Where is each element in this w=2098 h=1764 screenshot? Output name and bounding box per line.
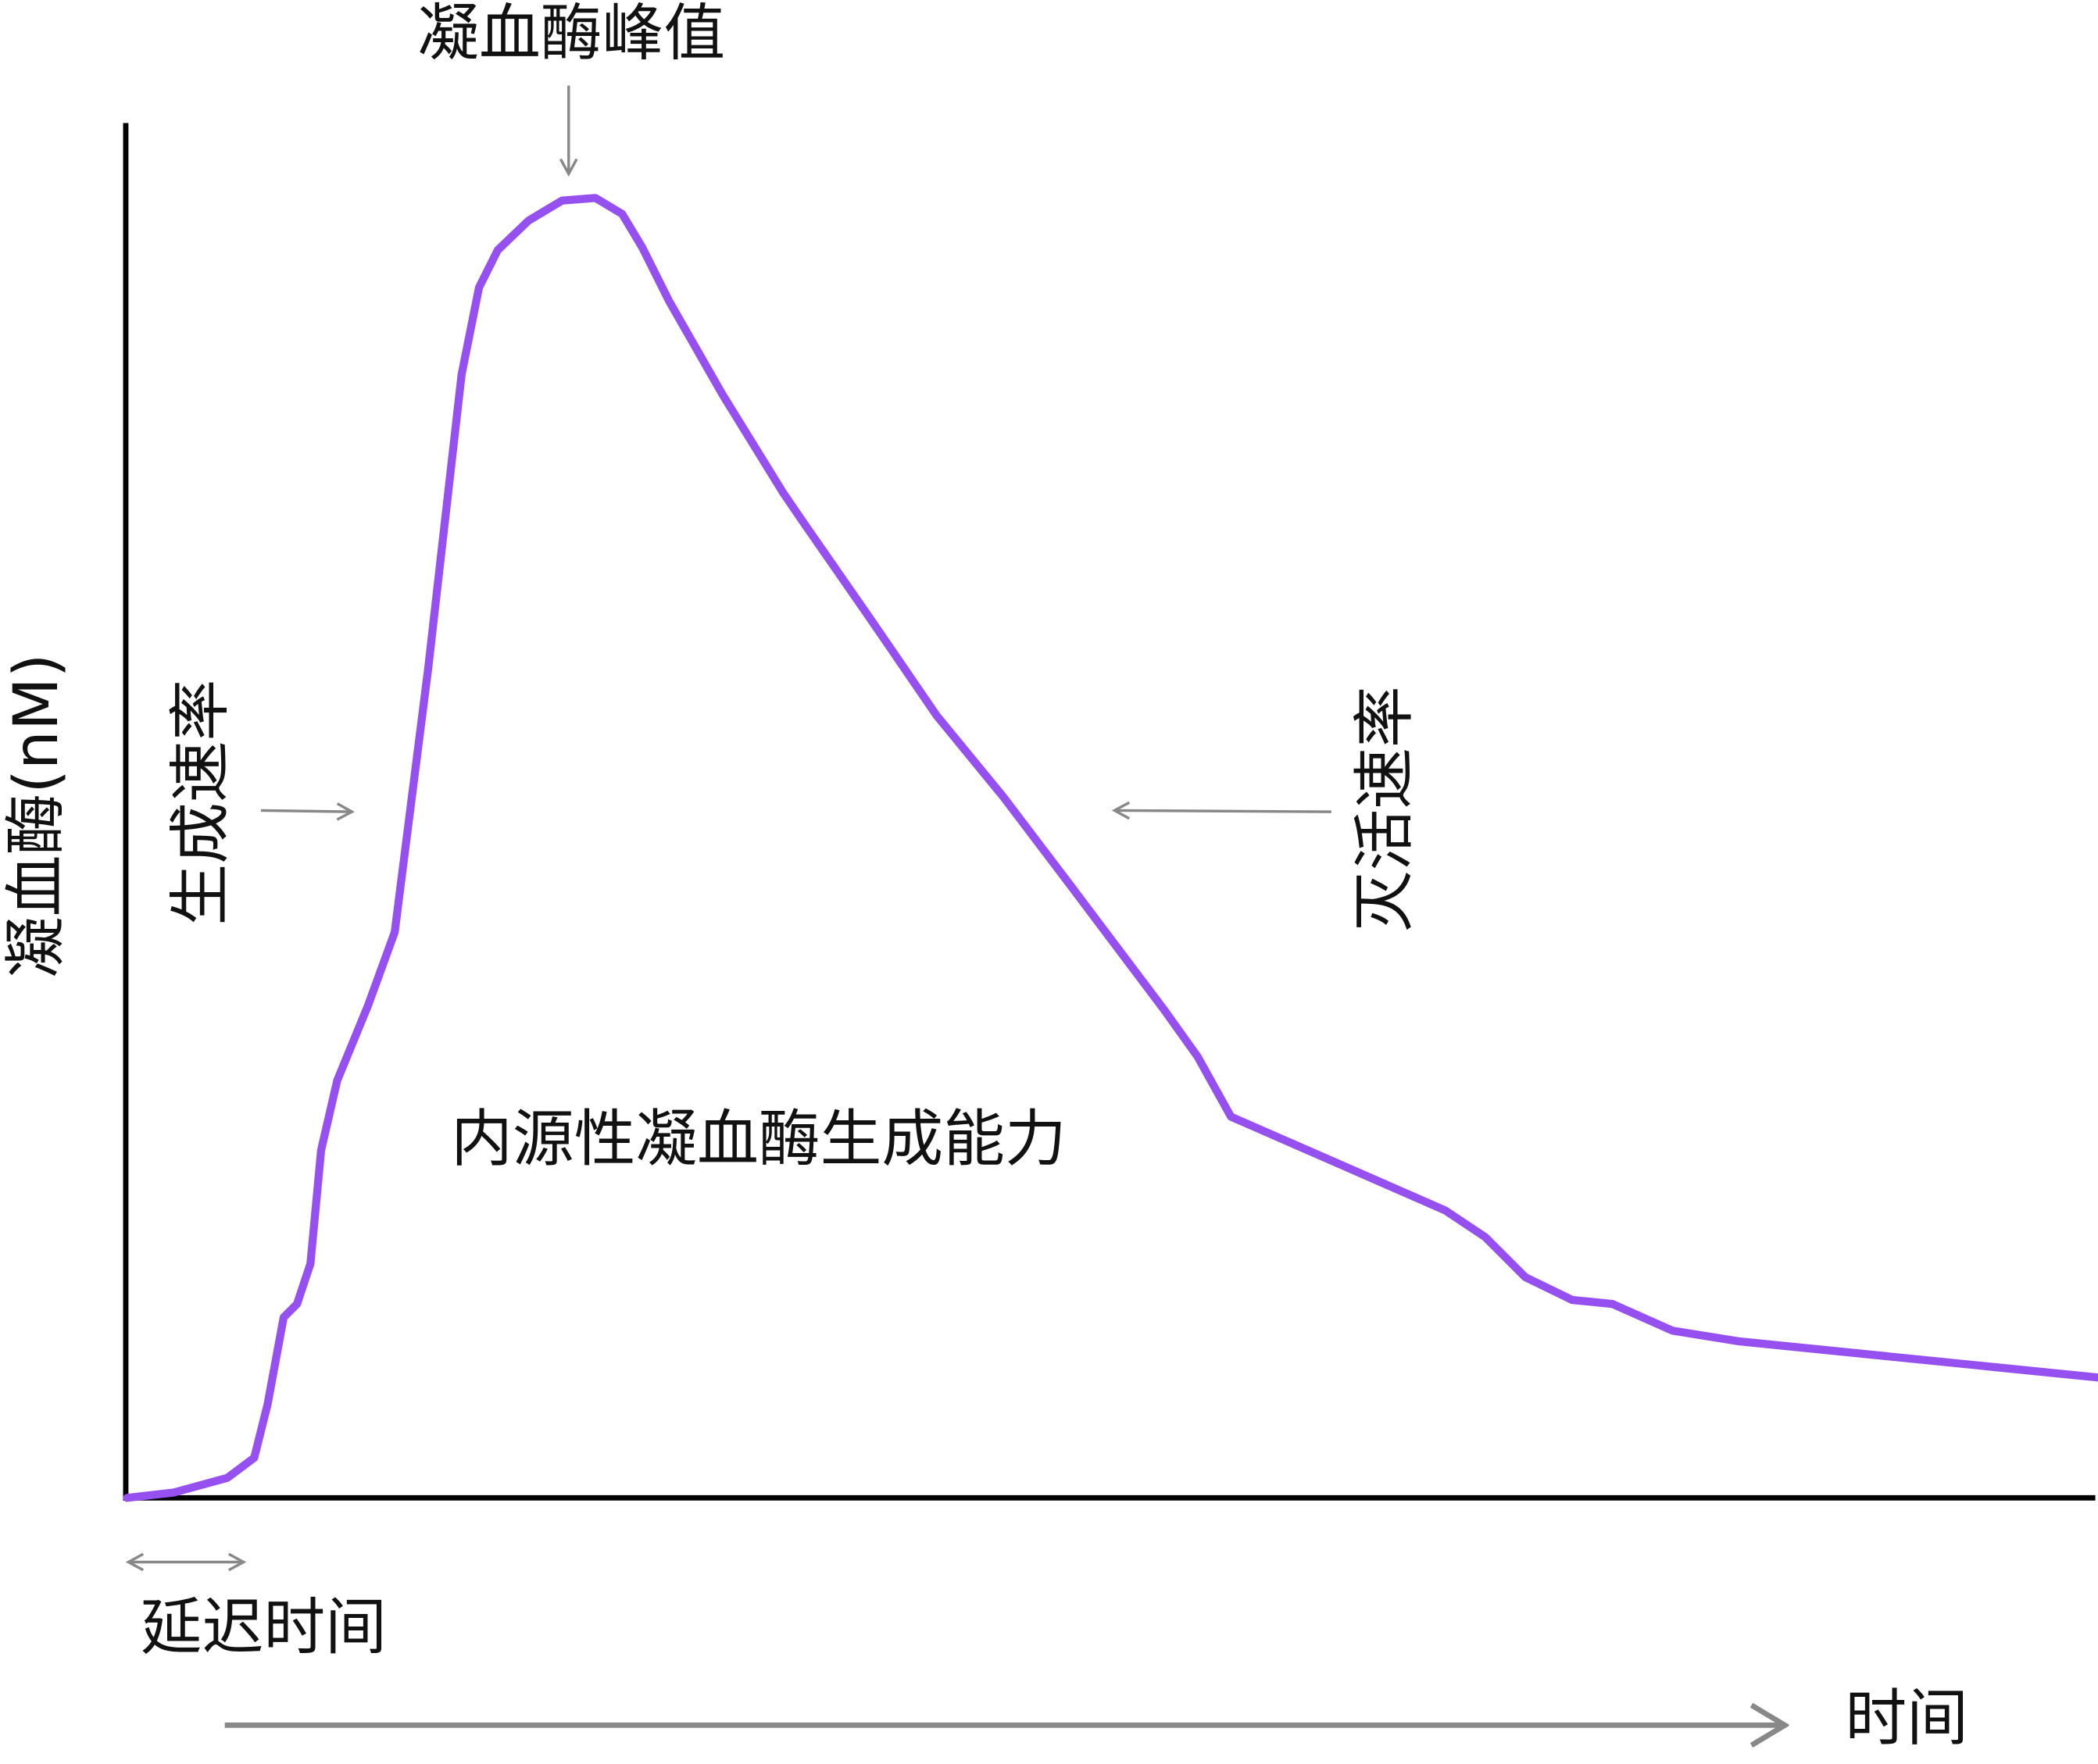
generation-arrow	[260, 810, 352, 812]
inactivation-arrow	[1114, 810, 1331, 812]
lag-time-label: 延迟时间	[141, 1591, 387, 1663]
peak-label: 凝血酶峰值	[417, 0, 725, 69]
inactivation-rate-label: 灭活速率	[1349, 686, 1421, 932]
y-axis-label: 凝血酶(nM)	[0, 654, 72, 979]
generation-rate-label: 生成速率	[164, 680, 236, 926]
x-axis-label: 时间	[1845, 1682, 1968, 1754]
thrombin-curve	[123, 194, 2098, 1502]
etp-label: 内源性凝血酶生成能力	[451, 1103, 1067, 1175]
